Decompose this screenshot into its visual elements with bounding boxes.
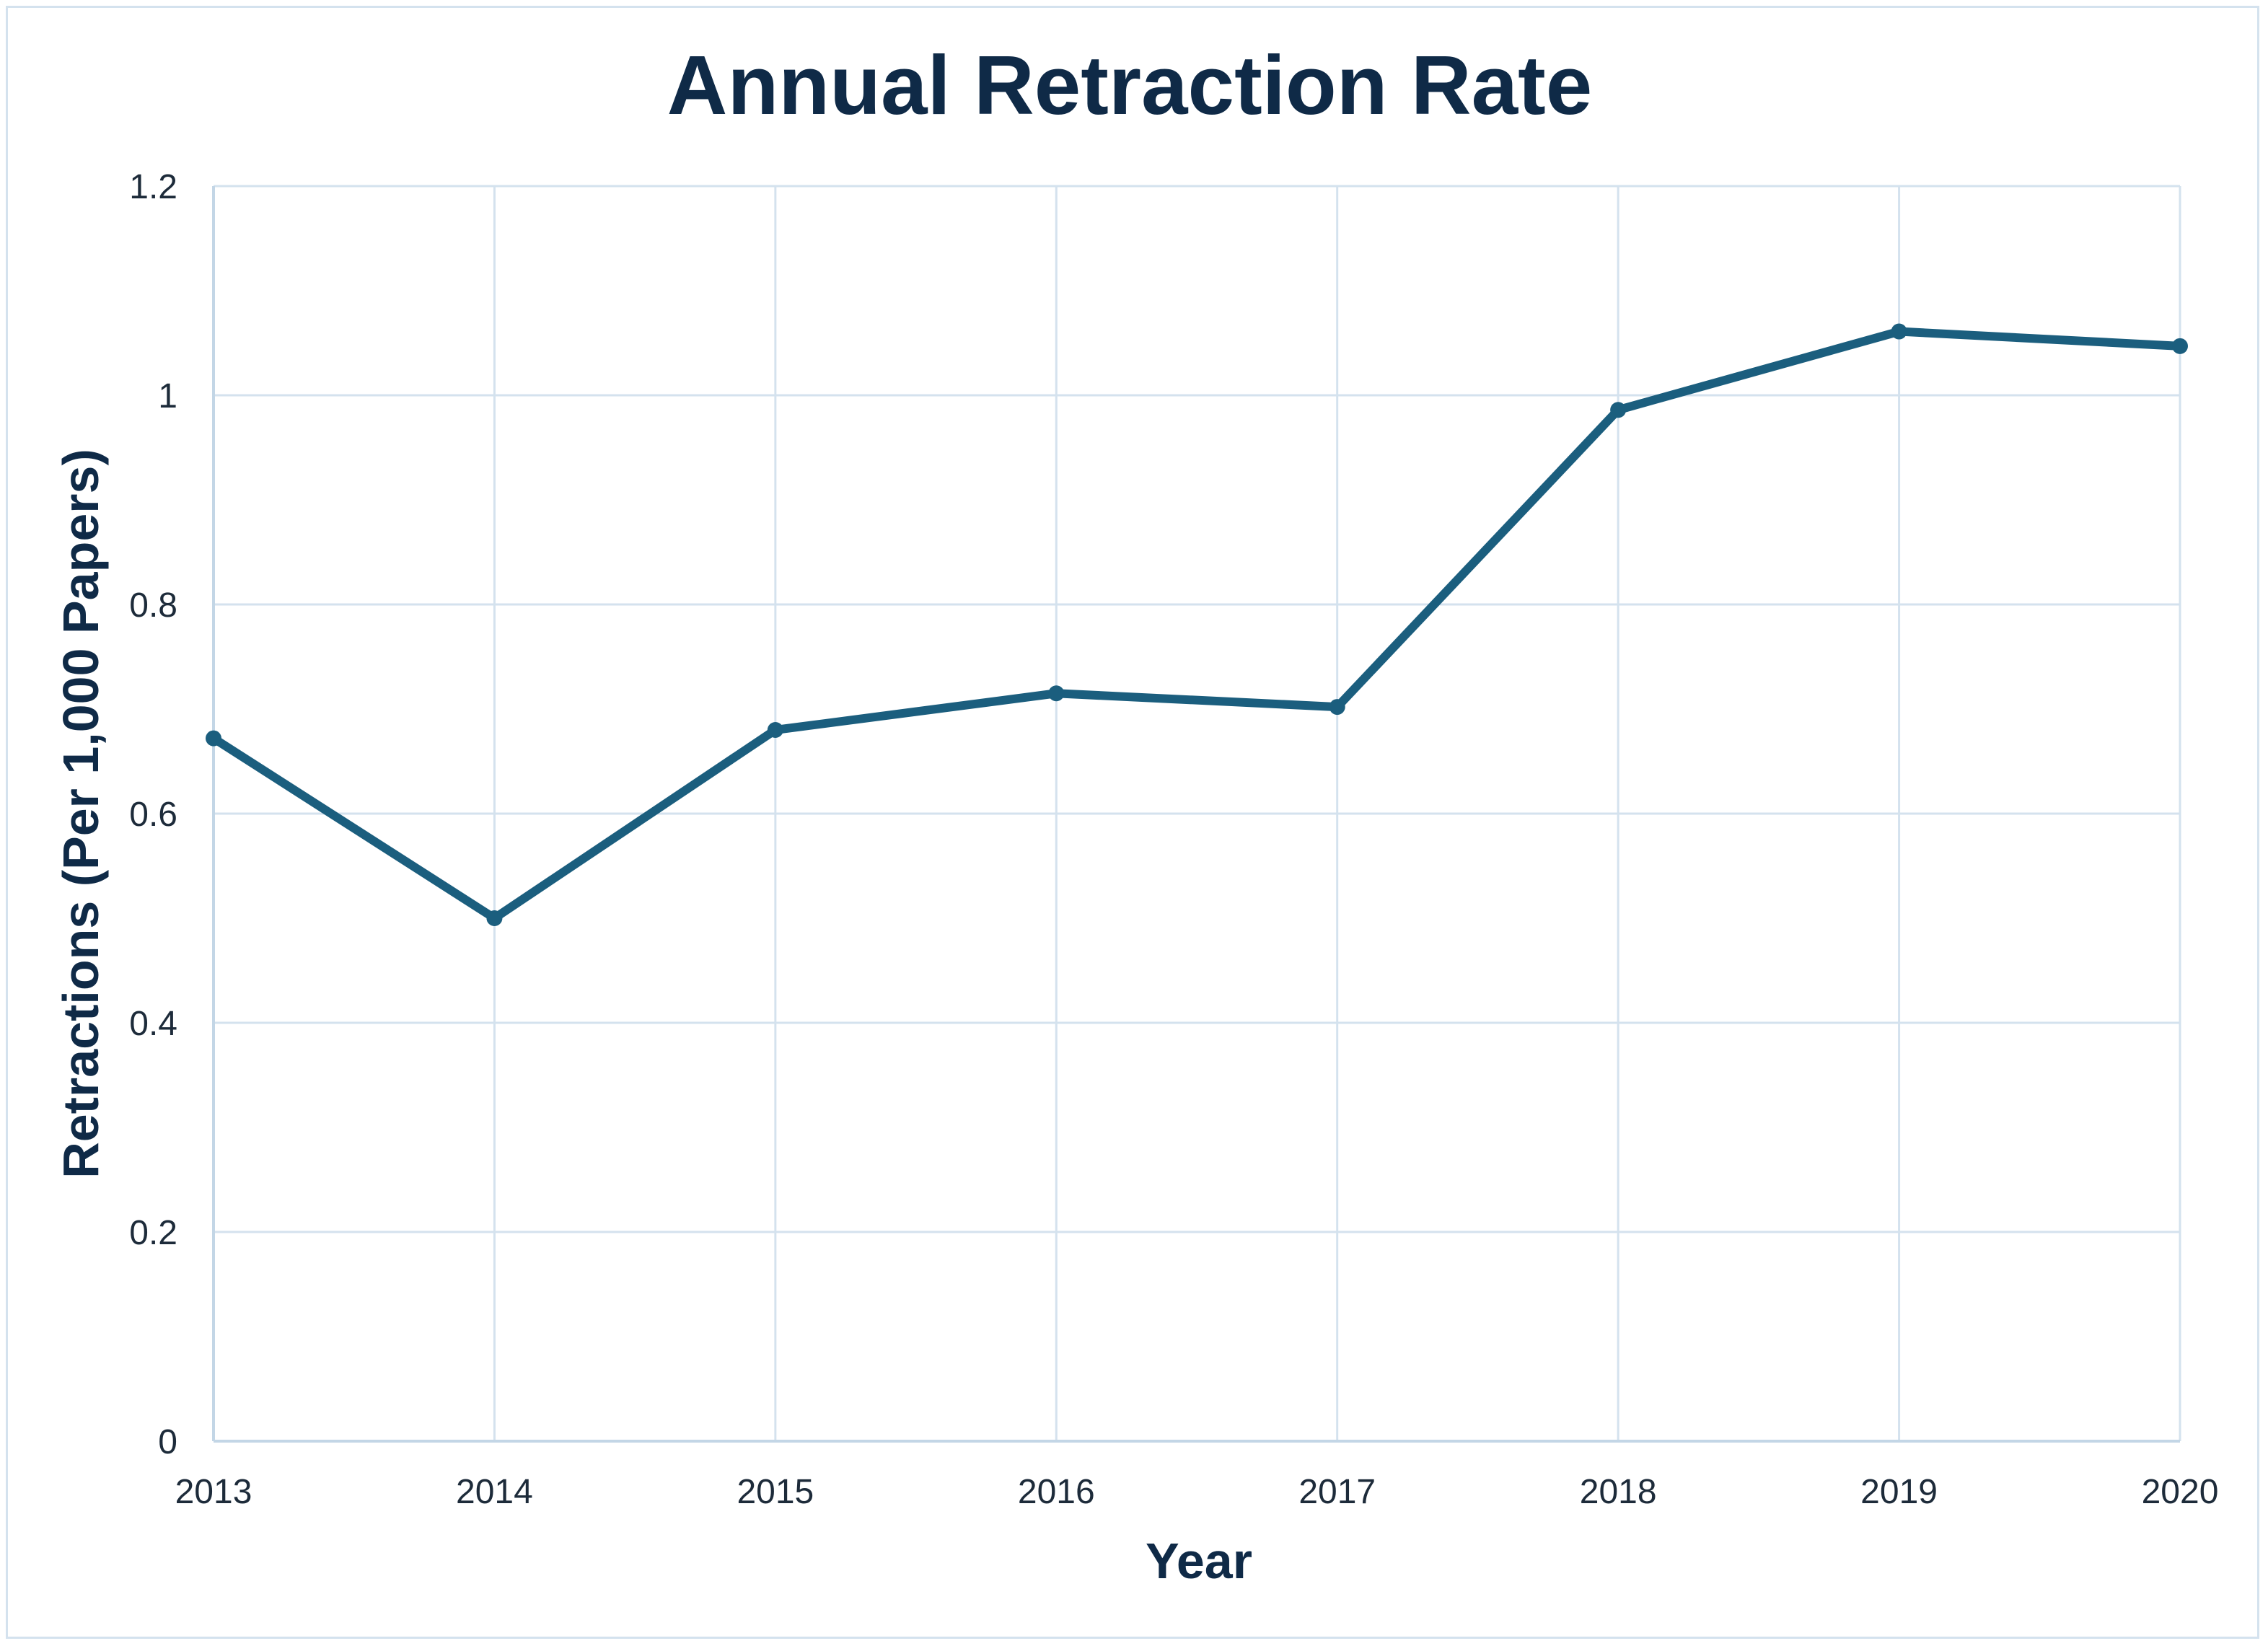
x-axis-ticks: 2013 2014 2015 2016 2017 2018 2019 2020 (175, 1473, 2219, 1511)
x-tick-label: 2016 (1018, 1473, 1095, 1511)
x-tick-label: 2015 (737, 1473, 814, 1511)
y-tick-label: 0 (158, 1423, 177, 1461)
x-tick-label: 2018 (1580, 1473, 1657, 1511)
x-tick-label: 2017 (1298, 1473, 1376, 1511)
x-tick-label: 2013 (175, 1473, 252, 1511)
y-tick-label: 0.6 (129, 796, 177, 834)
y-axis-title: Retractions (Per 1,000 Papers) (53, 449, 109, 1179)
x-tick-label: 2019 (1860, 1473, 1938, 1511)
y-axis-ticks: 0 0.2 0.4 0.6 0.8 1 1.2 (129, 168, 177, 1461)
y-tick-label: 0.4 (129, 1005, 177, 1043)
data-point (767, 722, 783, 738)
y-tick-label: 1 (158, 377, 177, 415)
series-group (206, 323, 2188, 926)
chart-title: Annual Retraction Rate (667, 38, 1593, 132)
data-point (1610, 402, 1627, 418)
y-tick-label: 1.2 (129, 168, 177, 206)
y-tick-label: 0.8 (129, 586, 177, 625)
series-line (209, 327, 2184, 923)
x-tick-label: 2020 (2142, 1473, 2219, 1511)
data-point (1891, 323, 1907, 340)
y-tick-label: 0.2 (129, 1214, 177, 1252)
data-point (486, 910, 503, 926)
chart-frame (6, 6, 2259, 1639)
data-point (1329, 699, 1345, 716)
data-point (1048, 685, 1065, 702)
data-point (206, 730, 221, 747)
x-tick-label: 2014 (456, 1473, 533, 1511)
axes (212, 186, 2180, 1443)
x-axis-title: Year (1146, 1533, 1252, 1589)
gridlines (214, 185, 2181, 1441)
data-point (2172, 338, 2188, 354)
